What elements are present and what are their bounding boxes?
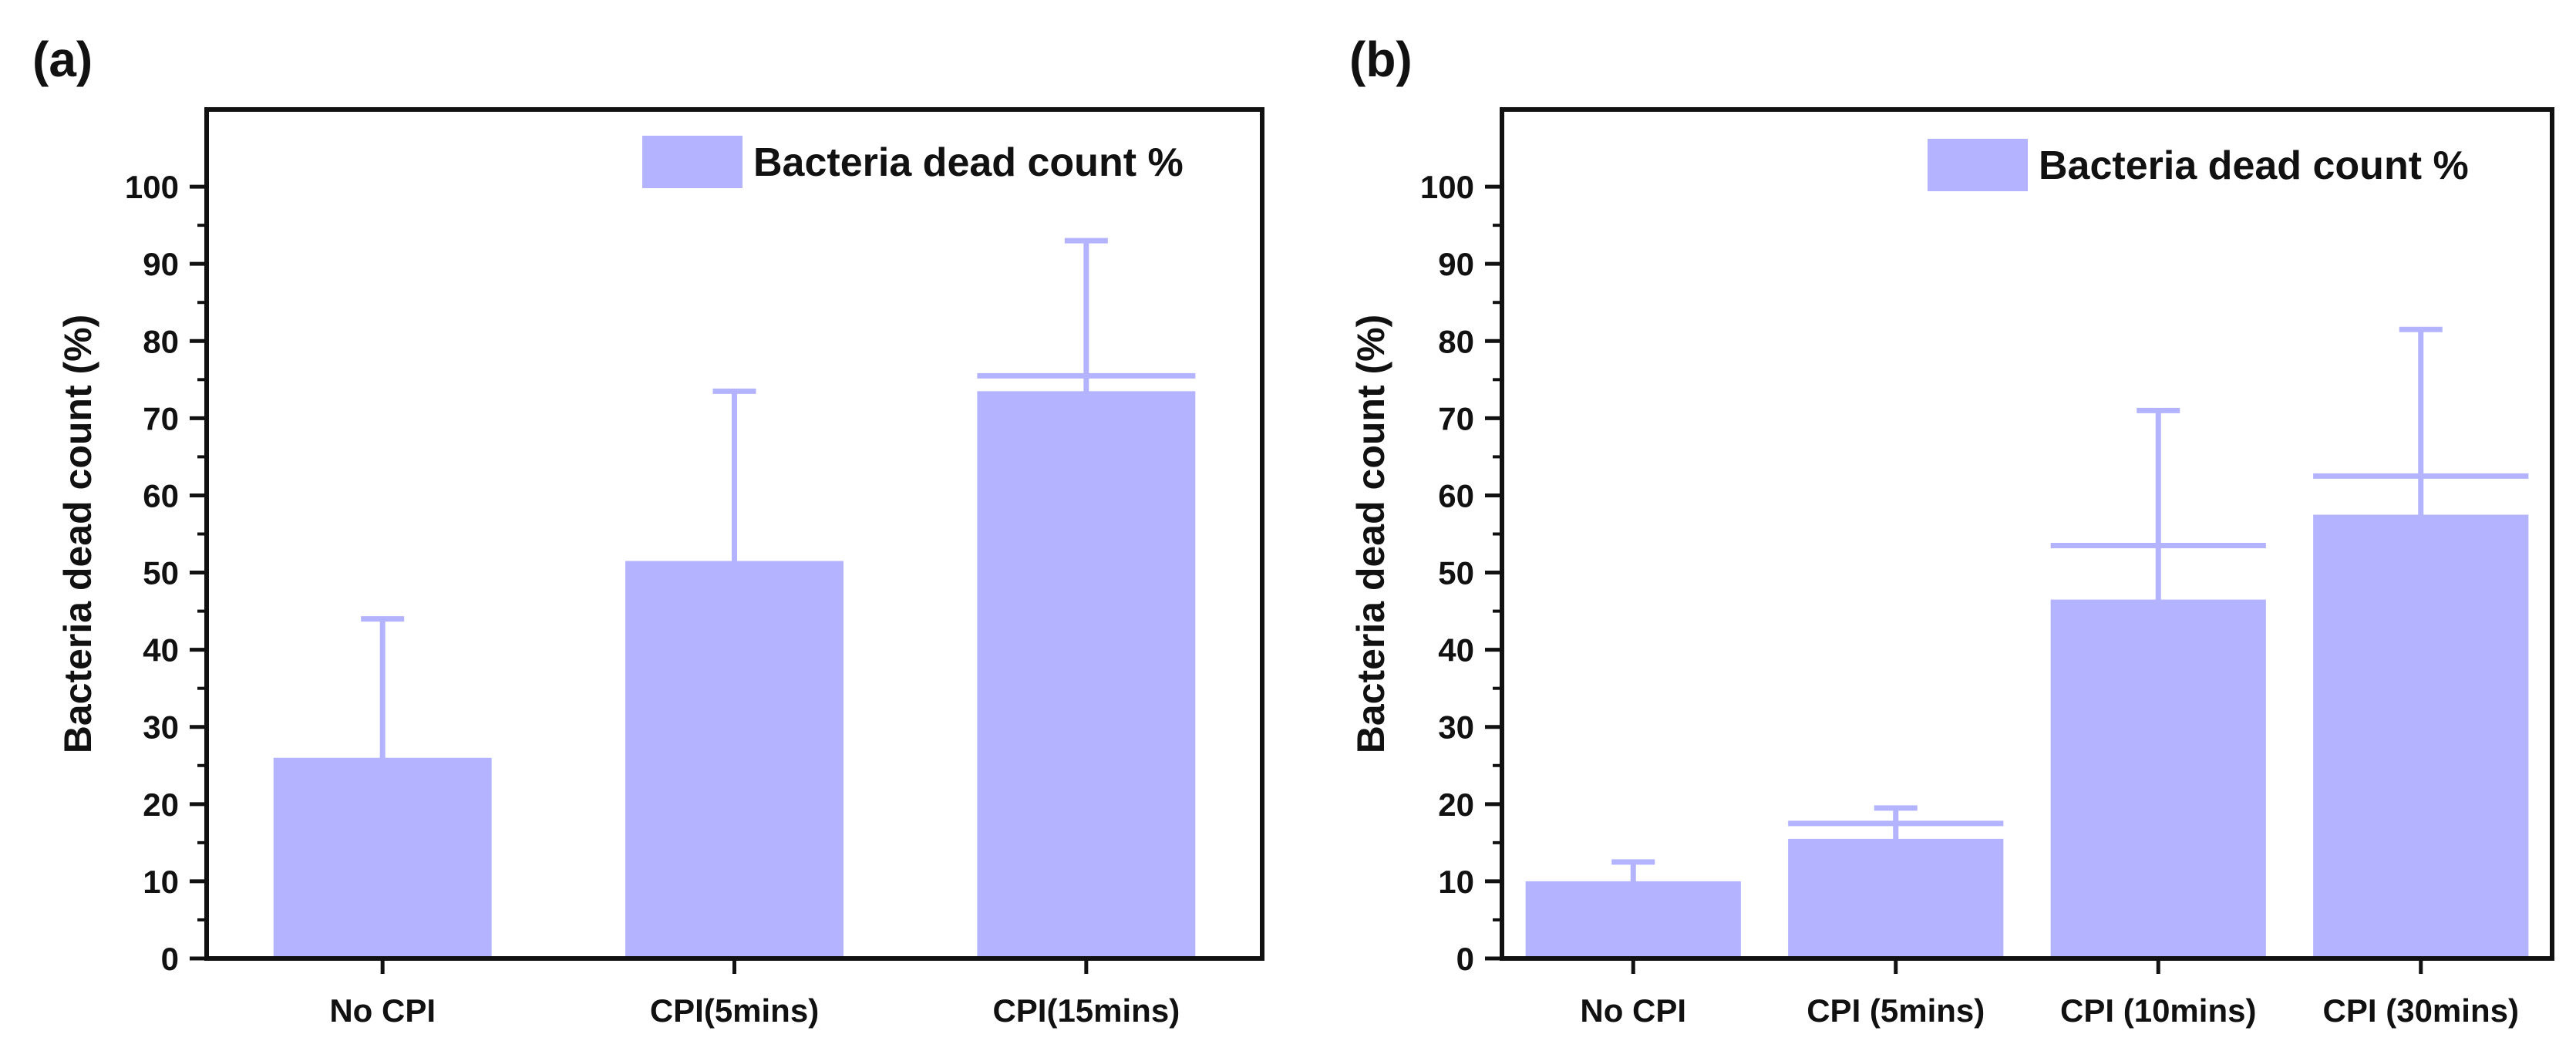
y-tick-label: 20 [1438, 787, 1474, 823]
panel-a-tag: (a) [32, 32, 93, 87]
panel-b-tag: (b) [1349, 32, 1413, 87]
chart-a: 0 10 20 30 40 50 60 70 80 90 100 No CPI CPI(5mins) CP… [56, 107, 1264, 1029]
y-tick-label: 60 [1438, 477, 1474, 514]
bar [625, 561, 844, 958]
legend-swatch [1928, 139, 2028, 191]
y-tick-label: 60 [143, 477, 179, 514]
y-tick-label: 20 [143, 787, 179, 823]
legend-label: Bacteria dead count % [2039, 143, 2469, 188]
chart-b: 0 10 20 30 40 50 60 70 80 90 100 No CPI CPI (5mins) C… [1349, 107, 2554, 1029]
y-tick-label: 10 [1438, 864, 1474, 900]
y-tick-label: 30 [1438, 709, 1474, 746]
y-tick-label: 90 [143, 246, 179, 282]
y-tick-label: 50 [143, 555, 179, 591]
y-tick-label: 30 [143, 709, 179, 746]
x-tick-label: CPI(5mins) [650, 992, 819, 1029]
bar [1525, 881, 1741, 958]
y-tick-label: 0 [161, 941, 179, 977]
y-tick-label: 10 [143, 864, 179, 900]
y-tick-label: 100 [1420, 169, 1474, 205]
x-tick-label: No CPI [1580, 992, 1686, 1029]
x-tick-label: No CPI [329, 992, 436, 1029]
x-tick-label: CPI (5mins) [1807, 992, 1985, 1029]
x-tick-label: CPI(15mins) [992, 992, 1180, 1029]
bar [273, 757, 492, 958]
legend-swatch [642, 136, 742, 188]
y-tick-label: 80 [143, 323, 179, 359]
x-tick-label: CPI (30mins) [2323, 992, 2519, 1029]
bar [977, 391, 1196, 959]
y-tick-label: 70 [143, 400, 179, 436]
y-tick-label: 100 [125, 169, 179, 205]
y-tick-label: 50 [1438, 555, 1474, 591]
y-tick-label: 70 [1438, 400, 1474, 436]
y-tick-label: 80 [1438, 323, 1474, 359]
bar [2313, 514, 2529, 958]
legend-label: Bacteria dead count % [753, 140, 1184, 185]
bar [2050, 599, 2266, 958]
y-tick-label: 0 [1456, 941, 1474, 977]
y-tick-label: 40 [143, 632, 179, 669]
x-tick-label: CPI (10mins) [2060, 992, 2256, 1029]
y-axis-label: Bacteria dead count (%) [1349, 315, 1392, 754]
y-tick-label: 90 [1438, 246, 1474, 282]
y-axis-label: Bacteria dead count (%) [56, 315, 99, 754]
bar [1788, 838, 2004, 958]
y-tick-label: 40 [1438, 632, 1474, 669]
